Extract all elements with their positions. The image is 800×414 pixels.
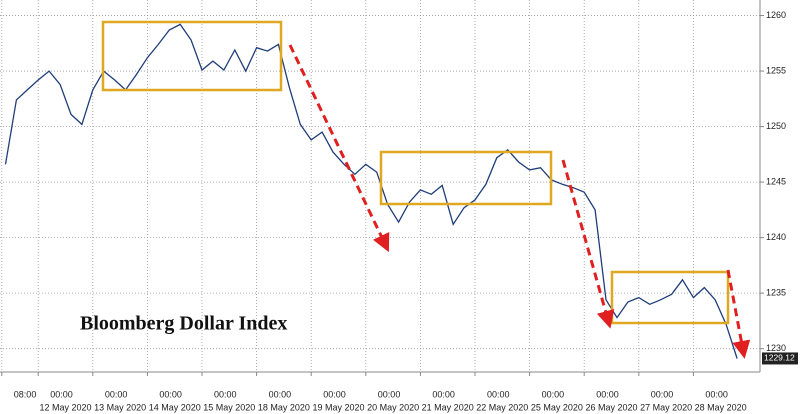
y-tick-label: 1240 — [766, 232, 786, 242]
x-date-label: 20 May 2020 — [367, 402, 419, 412]
x-tick-label: 00:00 — [323, 389, 346, 399]
x-tick-label: 00:00 — [596, 389, 619, 399]
x-date-label: 27 May 2020 — [640, 402, 692, 412]
x-tick-label: 00:00 — [214, 389, 237, 399]
last-value-label: 1229.12 — [764, 353, 795, 363]
price-line — [4, 23, 738, 359]
trend-arrow — [288, 44, 390, 253]
x-tick-label: 00:00 — [378, 389, 401, 399]
x-date-label: 14 May 2020 — [149, 402, 201, 412]
x-date-label: 15 May 2020 — [203, 402, 255, 412]
x-tick-label: 00:00 — [159, 389, 182, 399]
x-tick-label: 00:00 — [50, 389, 73, 399]
x-date-label: 26 May 2020 — [585, 402, 637, 412]
y-tick-label: 1230 — [766, 343, 786, 353]
x-date-label: 18 May 2020 — [258, 402, 310, 412]
x-date-label: 21 May 2020 — [422, 402, 474, 412]
trend-arrow — [726, 269, 751, 359]
y-tick-label: 1250 — [766, 121, 786, 131]
y-tick-label: 1255 — [766, 65, 786, 75]
highlight-box — [610, 270, 730, 325]
trend-arrow — [561, 159, 615, 329]
chart-title: Bloomberg Dollar Index — [80, 313, 287, 335]
y-tick-label: 1235 — [766, 288, 786, 298]
x-date-label: 13 May 2020 — [94, 402, 146, 412]
x-date-label: 28 May 2020 — [695, 402, 747, 412]
y-tick-label: 1260 — [766, 10, 786, 20]
last-value-box — [762, 352, 798, 365]
y-tick-label: 1245 — [766, 176, 786, 186]
highlight-box — [379, 150, 553, 206]
x-date-label: 25 May 2020 — [531, 402, 583, 412]
x-tick-label: 00:00 — [269, 389, 292, 399]
x-date-label: 12 May 2020 — [39, 402, 91, 412]
x-tick-label: 00:00 — [432, 389, 455, 399]
x-tick-label: 00:00 — [705, 389, 728, 399]
x-tick-label: 00:00 — [487, 389, 510, 399]
x-tick-label: 00:00 — [105, 389, 128, 399]
x-tick-label: 00:00 — [542, 389, 565, 399]
x-date-label: 19 May 2020 — [312, 402, 364, 412]
x-tick-label: 08:00 — [14, 389, 37, 399]
x-tick-label: 00:00 — [651, 389, 674, 399]
highlight-box — [101, 20, 283, 92]
x-date-label: 22 May 2020 — [476, 402, 528, 412]
